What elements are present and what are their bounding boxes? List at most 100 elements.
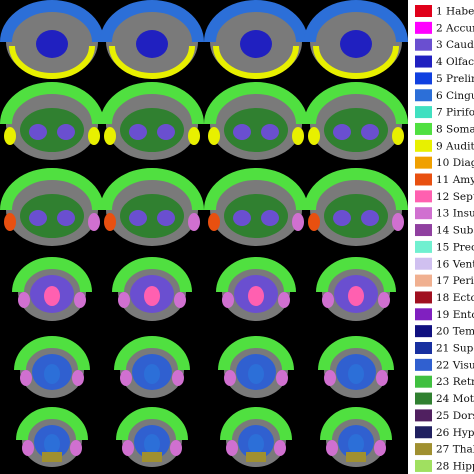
brain-slice: [204, 82, 308, 160]
cortex: [100, 0, 204, 43]
side: [188, 127, 200, 145]
brain-slice: [112, 257, 192, 321]
inner: [120, 108, 184, 152]
side: [378, 292, 390, 308]
side: [376, 370, 388, 386]
core: [348, 364, 364, 384]
olfactory: [313, 45, 399, 79]
cortex: [14, 336, 90, 371]
legend-label: 10 Diagon: [436, 157, 474, 169]
brain-slice: [14, 336, 90, 398]
cortex: [16, 407, 88, 441]
side: [18, 292, 30, 308]
inner: [224, 194, 288, 238]
olfactory: [9, 45, 95, 79]
cortex: [320, 407, 392, 441]
cortex: [204, 82, 308, 125]
side: [70, 440, 82, 456]
striatum: [57, 124, 75, 140]
legend-label: 13 Insula: [436, 208, 474, 220]
striatum: [361, 210, 379, 226]
brain-slice: [0, 0, 104, 79]
brain-slice: [316, 257, 396, 321]
legend-label: 3 Caudat: [436, 39, 474, 51]
brain-slice: [0, 168, 104, 246]
inner: [136, 30, 168, 58]
brain-slice: [100, 168, 204, 246]
legend-swatch: [415, 325, 432, 338]
legend-swatch: [415, 426, 432, 439]
side: [120, 370, 132, 386]
inner: [20, 108, 84, 152]
legend-label: 9 Auditor: [436, 140, 474, 152]
core: [44, 364, 60, 384]
olfactory: [213, 45, 299, 79]
side: [226, 440, 238, 456]
cortex: [116, 407, 188, 441]
brain-slice: [320, 407, 392, 467]
brain-slice: [100, 0, 204, 79]
cortex: [12, 257, 92, 293]
core: [248, 286, 264, 306]
legend-swatch: [415, 240, 432, 253]
cortex: [304, 82, 408, 125]
legend-label: 22 Visua: [436, 359, 474, 371]
legend-label: 14 Substa: [436, 225, 474, 237]
side: [276, 370, 288, 386]
striatum: [261, 124, 279, 140]
legend-swatch: [415, 392, 432, 405]
cortex: [0, 0, 104, 43]
legend-label: 20 Temp: [436, 326, 474, 338]
legend-swatch: [415, 89, 432, 102]
brain-slice: [220, 407, 292, 467]
inner: [20, 194, 84, 238]
striatum: [29, 210, 47, 226]
legend-swatch: [415, 5, 432, 17]
legend-label: 12 Septu: [436, 191, 474, 203]
core: [144, 364, 160, 384]
cortex: [100, 82, 204, 125]
cortex: [304, 0, 408, 43]
legend-swatch: [415, 72, 432, 85]
side: [118, 292, 130, 308]
legend-label: 8 Somato: [436, 123, 474, 135]
legend-swatch: [415, 55, 432, 68]
legend-label: 1 Habenu: [436, 6, 474, 18]
side: [88, 213, 100, 231]
brain-slice: [204, 168, 308, 246]
cortex: [316, 257, 396, 293]
side: [392, 127, 404, 145]
side: [274, 440, 286, 456]
core: [248, 364, 264, 384]
legend-swatch: [415, 207, 432, 220]
legend-label: 11 Amyge: [436, 174, 474, 186]
side: [322, 292, 334, 308]
cortex: [218, 336, 294, 371]
core: [248, 434, 264, 454]
inner: [340, 30, 372, 58]
side: [122, 440, 134, 456]
cerebellum: [346, 452, 366, 462]
striatum: [261, 210, 279, 226]
brain-slice: [304, 82, 408, 160]
cortex: [318, 336, 394, 371]
cortex: [220, 407, 292, 441]
striatum: [333, 124, 351, 140]
core: [44, 434, 60, 454]
legend-swatch: [415, 38, 432, 51]
brain-slice: [114, 336, 190, 398]
side: [72, 370, 84, 386]
cortex: [100, 168, 204, 211]
side: [22, 440, 34, 456]
legend-swatch: [415, 409, 432, 422]
brain-slice: [216, 257, 296, 321]
side: [208, 127, 220, 145]
side: [104, 127, 116, 145]
brain-slice: [318, 336, 394, 398]
brain-slice: [204, 0, 308, 79]
core: [44, 286, 60, 306]
legend-label: 6 Cingula: [436, 90, 474, 102]
side: [170, 440, 182, 456]
legend-swatch: [415, 21, 432, 34]
